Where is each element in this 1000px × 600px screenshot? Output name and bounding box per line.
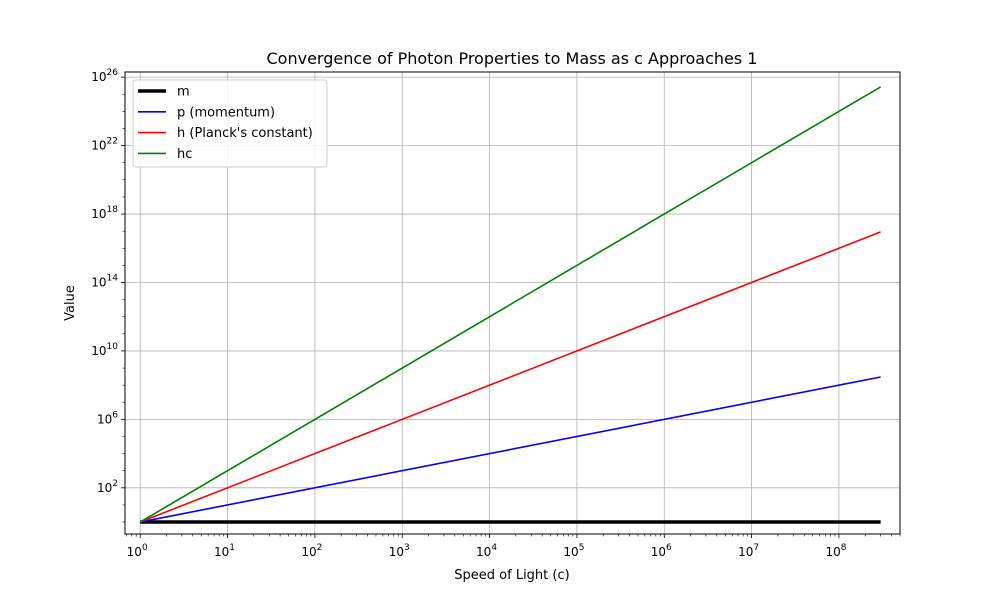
x-tick-label: 107: [738, 543, 759, 559]
x-tick-exponent: 0: [142, 543, 148, 553]
x-tick-exponent: 8: [841, 543, 847, 553]
x-tick-base: 10: [476, 545, 491, 559]
x-tick-base: 10: [214, 545, 229, 559]
y-tick-label: 1022: [91, 137, 118, 153]
x-tick-exponent: 2: [317, 543, 323, 553]
axis-ticks: 100 101 102 103 104 105 106 107 1081021061010101…: [91, 68, 901, 559]
series-line-h: [139, 231, 881, 523]
x-tick-label: 101: [214, 543, 235, 559]
legend-label: p (momentum): [177, 105, 275, 120]
y-tick-label: 1014: [91, 273, 118, 289]
series-line-p: [140, 376, 881, 523]
x-tick-exponent: 4: [491, 543, 497, 553]
x-tick-base: 10: [301, 545, 316, 559]
y-tick-label: 1010: [91, 342, 118, 358]
y-tick-label: 102: [97, 479, 118, 495]
legend-label: m: [177, 85, 190, 100]
x-tick-label: 100: [127, 543, 148, 559]
y-tick-exponent: 14: [107, 273, 119, 283]
series-lines: [139, 86, 882, 524]
y-tick-label: 106: [97, 410, 118, 426]
x-tick-exponent: 3: [404, 543, 410, 553]
chart-title: Convergence of Photon Properties to Mass…: [267, 49, 758, 68]
y-tick-exponent: 2: [112, 479, 118, 489]
legend-label: hc: [177, 147, 192, 162]
x-tick-base: 10: [563, 545, 578, 559]
x-tick-label: 105: [563, 543, 584, 559]
x-tick-label: 104: [476, 543, 497, 559]
x-tick-label: 103: [389, 543, 410, 559]
legend-box: [132, 79, 328, 168]
y-tick-exponent: 22: [107, 137, 118, 147]
y-tick-exponent: 10: [107, 342, 119, 352]
x-tick-label: 102: [301, 543, 322, 559]
x-tick-label: 108: [825, 543, 846, 559]
y-tick-base: 10: [91, 207, 106, 221]
legend-label: h (Planck's constant): [177, 126, 313, 141]
y-tick-base: 10: [97, 481, 112, 495]
y-axis-label: Value: [63, 285, 78, 321]
x-tick-base: 10: [825, 545, 840, 559]
y-tick-base: 10: [91, 70, 106, 84]
x-axis-label: Speed of Light (c): [454, 568, 569, 583]
plot-area-frame: [124, 71, 901, 535]
legend: m p (momentum) h (Planck's constant) hc: [132, 79, 328, 168]
x-tick-base: 10: [738, 545, 753, 559]
y-tick-base: 10: [91, 275, 106, 289]
y-tick-label: 1026: [91, 68, 118, 84]
y-tick-base: 10: [91, 139, 106, 153]
x-tick-label: 106: [651, 543, 672, 559]
x-tick-exponent: 7: [753, 543, 759, 553]
x-tick-exponent: 5: [579, 543, 585, 553]
series-line-hc: [139, 86, 882, 523]
x-tick-base: 10: [389, 545, 404, 559]
x-tick-exponent: 6: [666, 543, 672, 553]
y-tick-exponent: 18: [107, 205, 119, 215]
y-tick-label: 1018: [91, 205, 118, 221]
y-tick-exponent: 26: [107, 68, 119, 78]
y-tick-base: 10: [91, 344, 106, 358]
x-tick-base: 10: [127, 545, 142, 559]
x-tick-exponent: 1: [229, 543, 235, 553]
x-tick-base: 10: [651, 545, 666, 559]
y-tick-base: 10: [97, 412, 112, 426]
y-tick-exponent: 6: [112, 410, 118, 420]
